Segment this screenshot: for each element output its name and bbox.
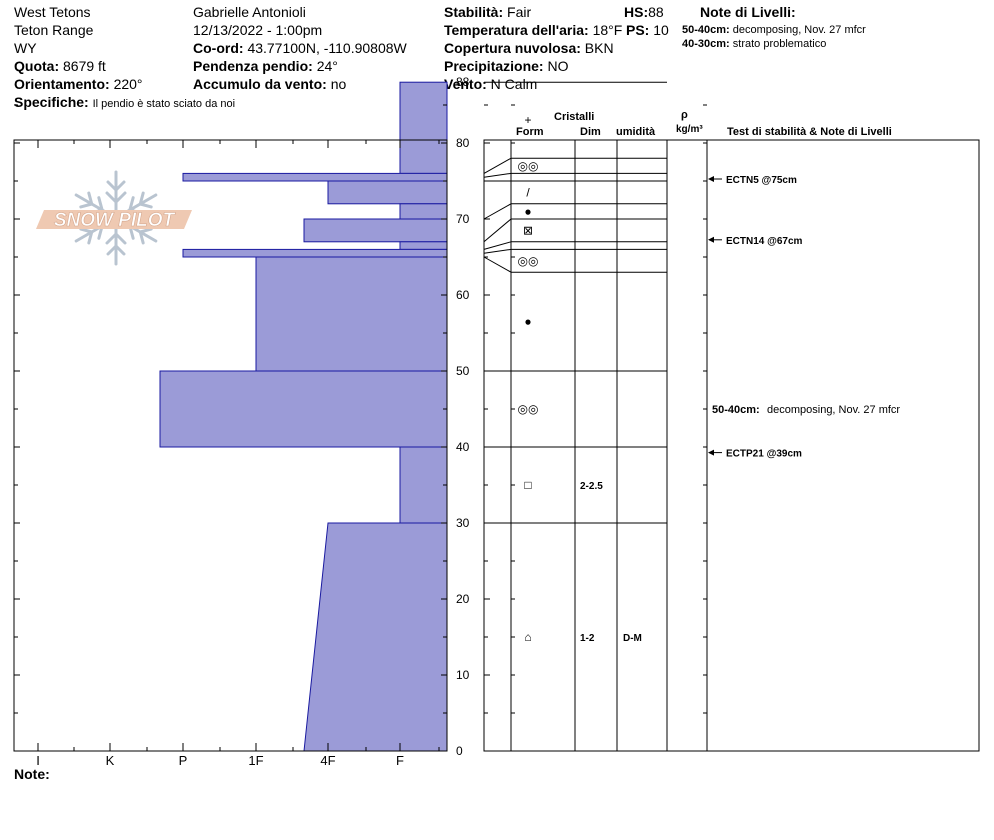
stability-test-label: ECTN14 @67cm (726, 236, 803, 247)
density-unit-header: kg/m³ (676, 124, 703, 135)
grain-size: 1-2 (580, 633, 595, 644)
test-arrow-head (708, 176, 714, 182)
grain-form-icon: + (524, 113, 531, 127)
layer-comment-range: 50-40cm: (712, 404, 760, 416)
location: West Tetons (14, 4, 91, 20)
form-header: Form (516, 126, 544, 138)
hardness-tick-label: K (106, 753, 115, 768)
hardness-profile (159, 81, 448, 752)
grain-form-icon: ● (524, 315, 531, 329)
depth-tick-label: 50 (456, 364, 470, 378)
note-label: Note: (14, 766, 50, 782)
crystals-header: Cristalli (554, 111, 595, 123)
penetration: PS: 10 (626, 22, 669, 38)
test-arrow-head (708, 449, 714, 456)
hardness-bar (399, 203, 448, 220)
depth-tick-label: 30 (456, 516, 470, 530)
layers-frame (483, 139, 980, 752)
hardness-frame (13, 139, 448, 752)
test-arrow-head (708, 236, 714, 243)
layer-connector (483, 218, 512, 243)
specifics: Specifiche: Il pendio è stato sciato da … (14, 94, 236, 110)
logo-text: SNOW PILOT (54, 210, 176, 231)
grain-form-icon: ◎◎ (518, 159, 539, 173)
hardness-bar (255, 256, 448, 372)
rho-header: ρ (681, 109, 688, 121)
elevation: Quota: 8679 ft (14, 58, 106, 74)
hardness-bar (303, 522, 448, 752)
layer-connector (483, 241, 512, 250)
hardness-bar (182, 248, 448, 258)
wind: Vento: N Calm (444, 76, 538, 92)
hardness-tick-label: 1F (248, 753, 263, 768)
hardness-bar (159, 370, 448, 448)
cloud-cover: Copertura nuvolosa: BKN (444, 40, 614, 56)
snow-height: HS:88 (624, 4, 664, 20)
tests-header: Test di stabilità & Note di Livelli (727, 126, 892, 138)
depth-tick-label: 10 (456, 668, 470, 682)
slope: Pendenza pendio: 24° (193, 58, 338, 74)
axis-ticks: I K P 1F 4F F 0 10 20 30 40 50 60 70 80 88 (14, 75, 707, 768)
layer-connector (483, 203, 512, 220)
moisture-header: umidità (616, 126, 656, 138)
range: Teton Range (14, 22, 94, 38)
grain-size: 2-2.5 (580, 481, 603, 492)
depth-tick-label: 60 (456, 288, 470, 302)
layer-connector (483, 157, 512, 174)
moisture: D-M (623, 633, 642, 644)
observer: Gabrielle Antonioli (193, 4, 306, 20)
dim-header: Dim (580, 126, 601, 138)
stability: Stabilità: Fair (444, 4, 532, 20)
state: WY (14, 40, 37, 56)
hardness-bar (399, 446, 448, 524)
stability-tests: ECTN5 @75cm ECTN14 @67cm ECTP21 @39cm 50-40… (708, 175, 900, 460)
hardness-tick-label: P (179, 753, 188, 768)
hardness-bar (399, 241, 448, 250)
grain-form-icon: / (526, 185, 530, 199)
crystal-layers: + ◎◎ / ● ⊠ ◎◎ ● ◎◎ □ 2-2.5 ⌂ 1-2 D-M (483, 81, 667, 644)
layer-connector (483, 256, 512, 273)
hardness-bar (182, 172, 448, 182)
hardness-tick-label: F (396, 753, 404, 768)
layer-comment-text: decomposing, Nov. 27 mfcr (767, 404, 900, 416)
datetime: 12/13/2022 - 1:00pm (193, 22, 323, 38)
hardness-tick-label: I (36, 753, 40, 768)
layer-connector (483, 172, 512, 178)
stability-test-label: ECTN5 @75cm (726, 175, 797, 186)
grain-form-icon: ⊠ (523, 223, 533, 237)
hardness-bar (303, 218, 448, 243)
grain-form-icon: ⌂ (524, 630, 531, 644)
depth-tick-label: 80 (456, 136, 470, 150)
depth-tick-label: 70 (456, 212, 470, 226)
hardness-bar (327, 180, 448, 205)
grain-form-icon: ◎◎ (518, 254, 539, 268)
precipitation: Precipitazione: NO (444, 58, 569, 74)
hardness-bar (399, 81, 448, 174)
aspect: Orientamento: 220° (14, 76, 143, 92)
layer-notes-title: Note di Livelli: (700, 4, 796, 20)
grain-form-icon: ● (524, 204, 531, 218)
air-temperature: Temperatura dell'aria: 18°F (444, 22, 623, 38)
grain-form-icon: ◎◎ (518, 402, 539, 416)
wind-loading: Accumulo da vento: no (193, 76, 347, 92)
depth-tick-label: 88 (456, 75, 470, 89)
layer-note: 40-30cm: strato problematico (682, 38, 827, 50)
snowpilot-logo: SNOW PILOT (36, 170, 192, 266)
depth-tick-label: 0 (456, 744, 463, 758)
depth-tick-label: 20 (456, 592, 470, 606)
stability-test-label: ECTP21 @39cm (726, 449, 802, 460)
coordinates: Co-ord: 43.77100N, -110.90808W (193, 40, 407, 56)
layer-note: 50-40cm: decomposing, Nov. 27 mfcr (682, 24, 866, 36)
grain-form-icon: □ (524, 478, 531, 492)
depth-tick-label: 40 (456, 440, 470, 454)
layer-connector (483, 248, 512, 254)
hardness-tick-label: 4F (320, 753, 335, 768)
